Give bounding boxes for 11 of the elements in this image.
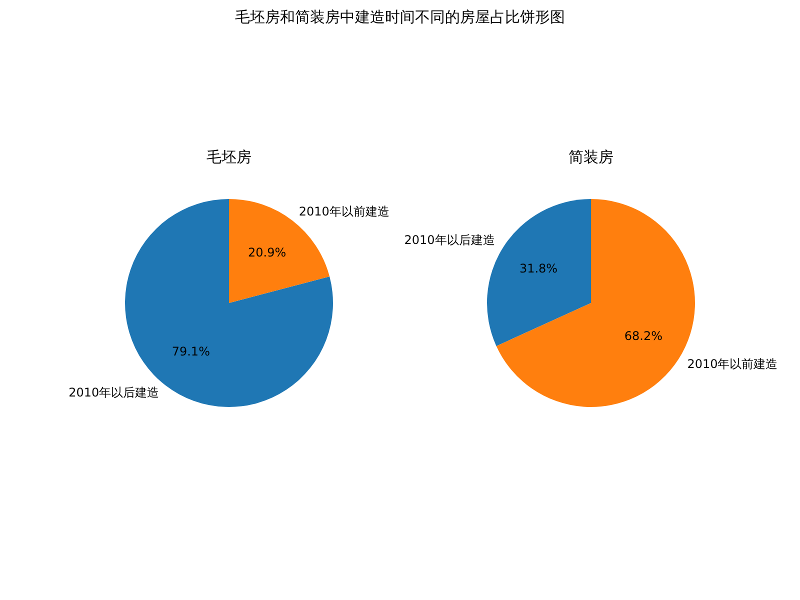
data-label: 20.9%: [248, 246, 286, 260]
slice-label: 2010年以前建造: [687, 357, 778, 372]
chart-title: 简装房: [568, 148, 614, 167]
slice-label: 2010年以后建造: [68, 386, 160, 400]
chart-title: 毛坯房: [206, 148, 252, 167]
data-label: 68.2%: [624, 328, 663, 343]
data-label: 31.8%: [519, 261, 558, 276]
data-label: 79.1%: [172, 344, 210, 359]
text: 毛坯房和简装房中建造时间不同的房屋占比饼形图: [234, 8, 566, 27]
slice-label: 2010年以后建造: [404, 233, 495, 248]
slice-label: 2010年以前建造: [298, 204, 390, 219]
